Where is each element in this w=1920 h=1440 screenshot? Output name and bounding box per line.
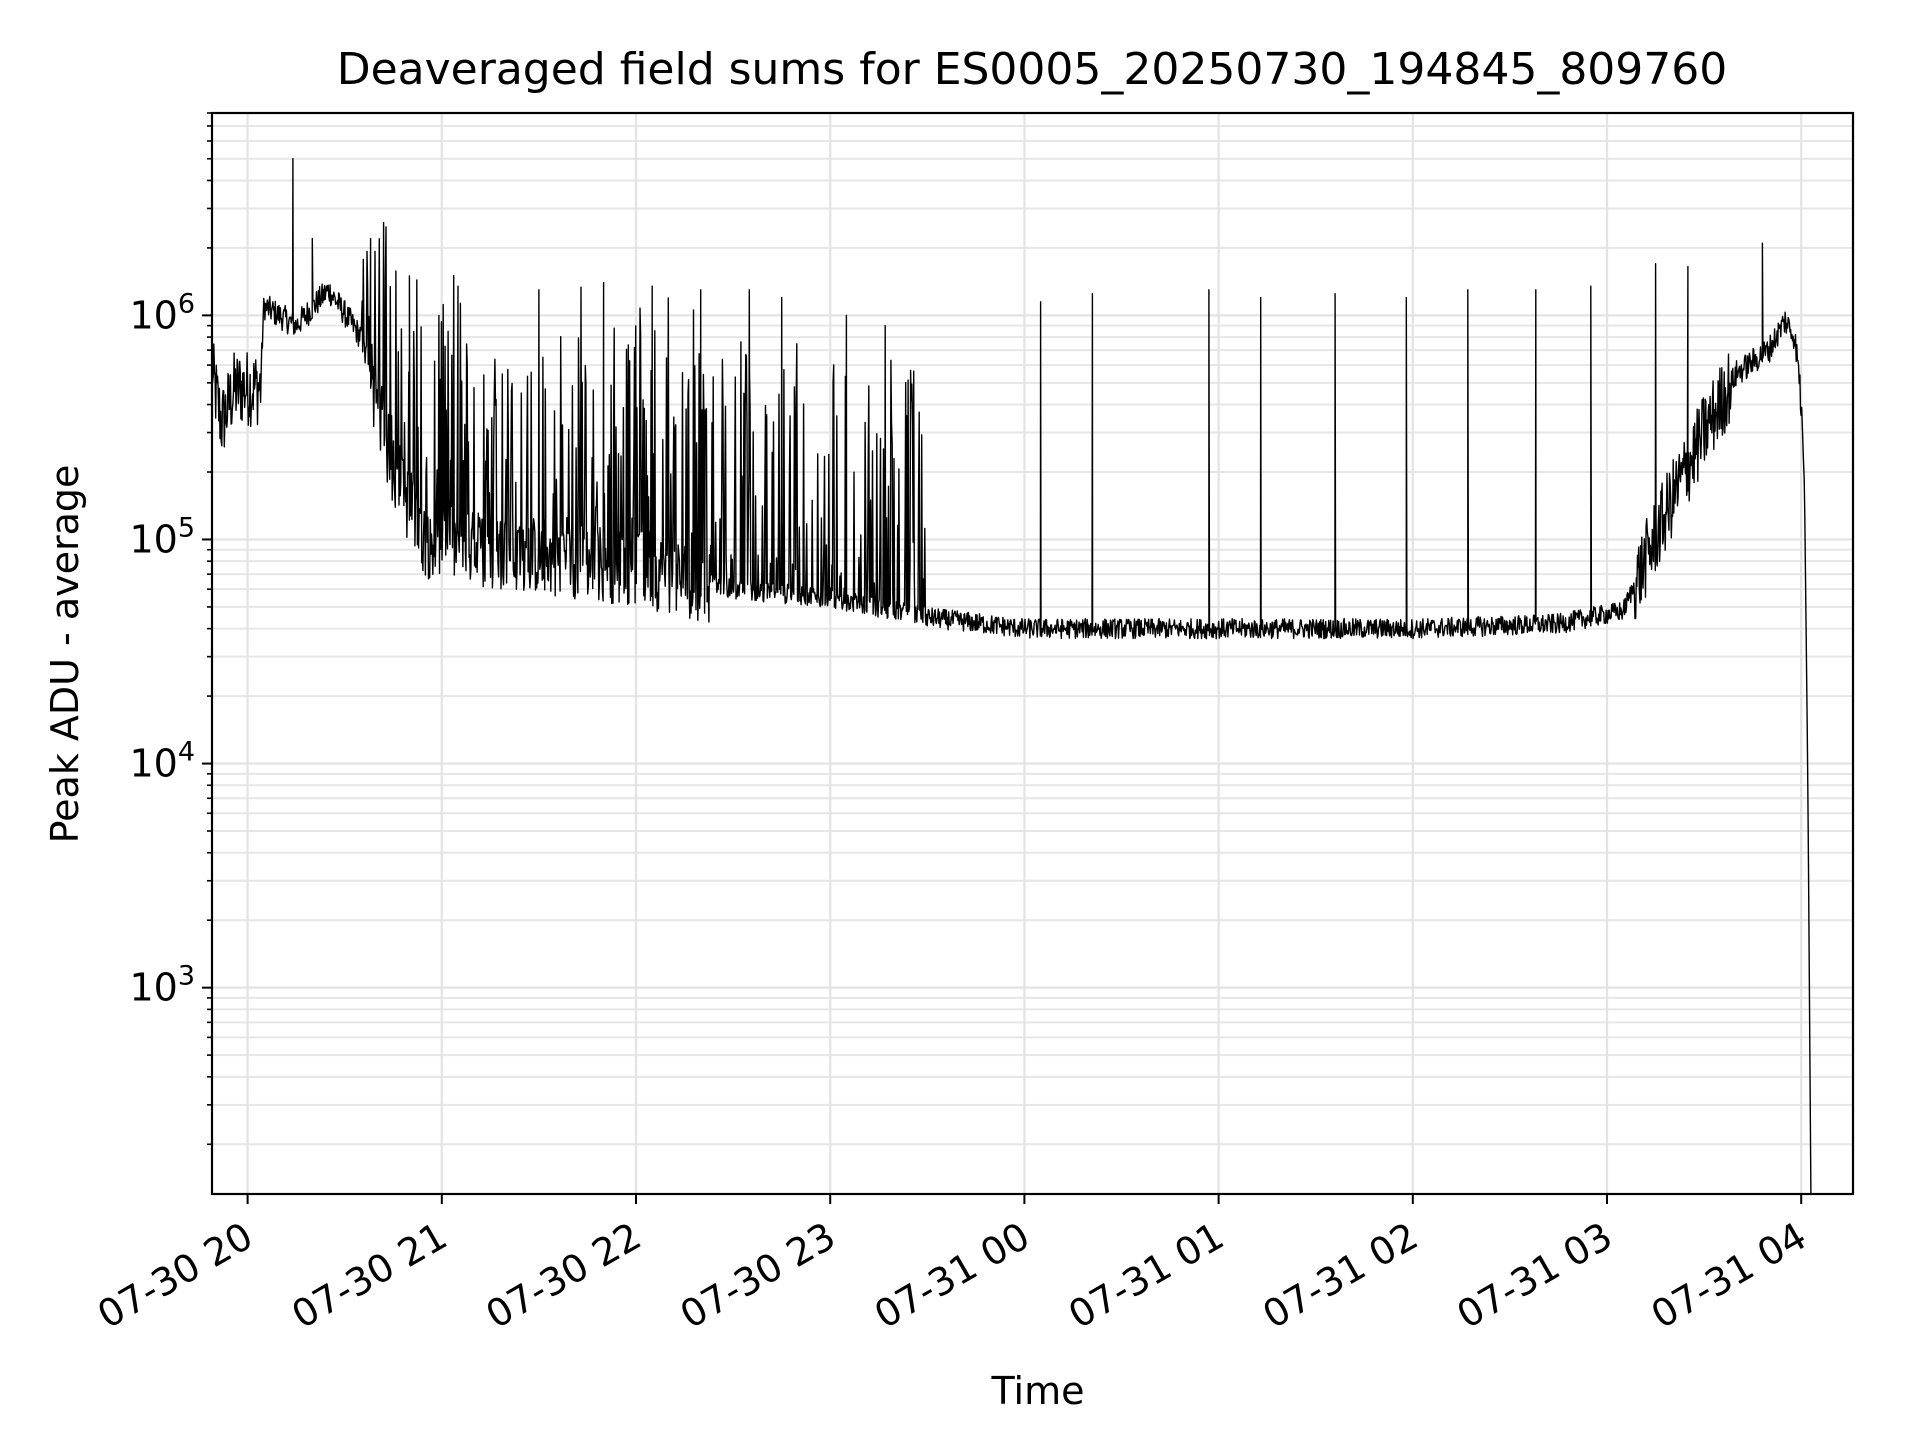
- series-line: [211, 158, 1812, 1195]
- y-axis: 103 104 105 106: [129, 112, 212, 1146]
- y-axis-label: Peak ADU - average: [43, 465, 87, 844]
- plot-area: [210, 111, 1855, 1196]
- y-tick-label: 104: [129, 737, 195, 786]
- y-tick-label: 106: [129, 288, 195, 337]
- y-tick-label: 105: [129, 512, 195, 561]
- series-layer: [211, 158, 1812, 1195]
- chart-title: Deaveraged field sums for ES0005_2025073…: [337, 44, 1728, 95]
- y-tick-label: 103: [129, 961, 195, 1010]
- plot-frame: [210, 111, 1855, 1196]
- x-axis-label: Time: [991, 1369, 1085, 1413]
